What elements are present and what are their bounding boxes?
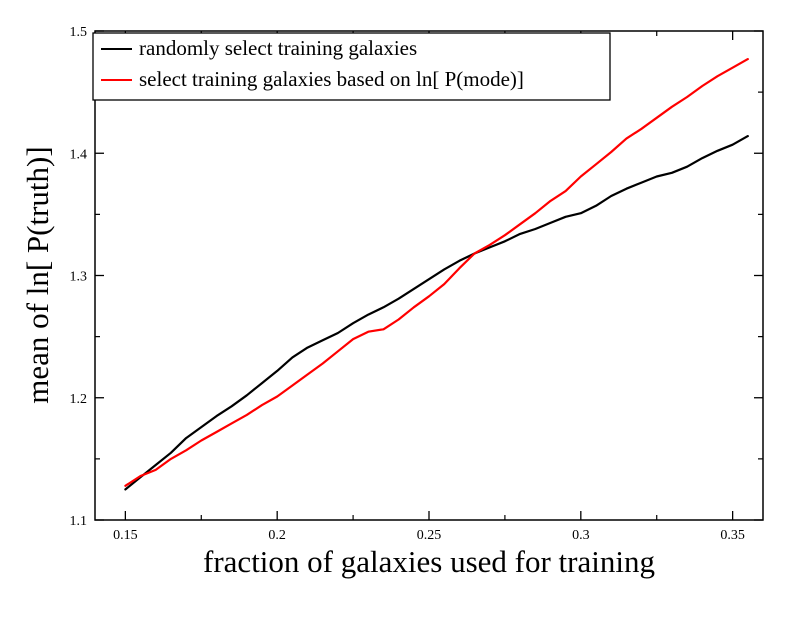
y-tick-label: 1.5 <box>70 25 88 40</box>
y-tick-label: 1.2 <box>70 392 88 407</box>
x-tick-label: 0.25 <box>417 528 442 543</box>
legend-label-random: randomly select training galaxies <box>139 36 417 60</box>
y-tick-label: 1.1 <box>70 514 88 529</box>
legend-box <box>92 32 611 101</box>
legend-label-mode-based: select training galaxies based on ln[ P(… <box>139 67 524 91</box>
data-series <box>124 57 749 491</box>
series-line-random <box>124 135 749 491</box>
x-axis-label: fraction of galaxies used for training <box>203 544 655 579</box>
x-tick-label: 0.35 <box>720 528 745 543</box>
x-tick-label: 0.15 <box>113 528 138 543</box>
series-line-mode-based <box>124 57 749 487</box>
legend: randomly select training galaxies select… <box>92 32 611 101</box>
y-tick-label: 1.4 <box>70 147 88 162</box>
y-tick-label: 1.3 <box>70 270 88 285</box>
x-tick-label: 0.3 <box>572 528 590 543</box>
y-axis-label: mean of ln[ P(truth)] <box>20 146 55 403</box>
x-tick-label: 0.2 <box>268 528 286 543</box>
